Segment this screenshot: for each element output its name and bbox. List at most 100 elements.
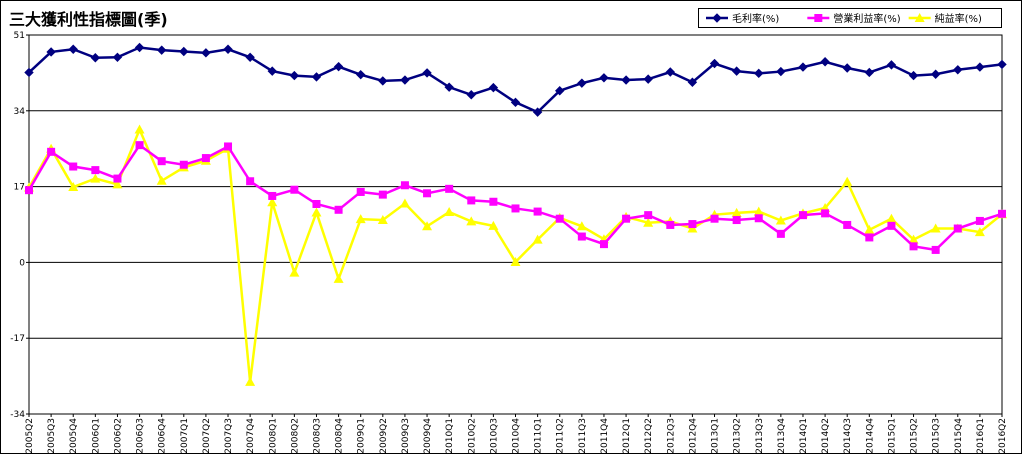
- series-1-point-33: [754, 214, 763, 223]
- series-1-point-16: [378, 190, 387, 199]
- series-2-point-13: [311, 207, 322, 217]
- series-1-point-15: [356, 187, 365, 196]
- x-tick-label-33: 2013Q3: [755, 418, 765, 454]
- series-0-point-37: [842, 63, 852, 73]
- y-tick-label-3: 0: [19, 258, 25, 268]
- x-tick-label-5: 2006Q3: [136, 418, 146, 454]
- series-1-point-11: [268, 191, 277, 200]
- y-tick-label-4: -17: [10, 334, 25, 344]
- series-0-point-41: [930, 69, 941, 79]
- series-2-point-22: [510, 256, 521, 266]
- series-1-point-42: [953, 224, 962, 233]
- legend-label-2: 純益率(%): [935, 12, 982, 25]
- series-0-point-21: [488, 82, 499, 93]
- legend-swatch-marker-1: [814, 14, 823, 22]
- series-2-point-39: [886, 213, 897, 223]
- series-0-point-44: [997, 59, 1007, 70]
- series-1-point-2: [69, 162, 78, 171]
- series-2-point-2: [68, 182, 79, 192]
- x-tick-label-43: 2016Q1: [976, 418, 986, 454]
- series-0-point-10: [245, 52, 255, 63]
- series-1-point-21: [489, 197, 498, 206]
- x-tick-label-24: 2011Q2: [556, 418, 566, 454]
- x-tick-label-18: 2009Q4: [423, 418, 433, 454]
- x-tick-label-32: 2013Q2: [733, 418, 743, 454]
- series-1-point-20: [467, 196, 476, 205]
- series-2-point-25: [576, 221, 587, 231]
- x-tick-label-26: 2011Q4: [600, 418, 610, 454]
- x-tick-label-20: 2010Q2: [467, 418, 477, 454]
- series-1-point-29: [666, 220, 675, 229]
- x-tick-label-23: 2011Q1: [534, 418, 544, 454]
- x-tick-label-40: 2015Q2: [910, 418, 920, 454]
- series-0-point-22: [510, 97, 521, 108]
- series-0-point-33: [754, 68, 764, 79]
- series-0-point-24: [555, 86, 565, 96]
- legend-swatch-marker-2: [914, 13, 925, 22]
- series-2-point-28: [643, 217, 654, 227]
- series-1-point-44: [998, 209, 1006, 218]
- series-1-point-35: [798, 211, 807, 220]
- series-2-point-12: [289, 267, 300, 277]
- x-tick-label-34: 2013Q4: [777, 418, 787, 454]
- series-2-point-10: [245, 376, 256, 386]
- x-tick-label-15: 2009Q1: [357, 418, 367, 454]
- x-tick-label-27: 2012Q1: [622, 418, 632, 454]
- series-1-point-5: [135, 141, 144, 150]
- series-0-point-27: [621, 75, 631, 85]
- series-1-point-37: [843, 220, 852, 229]
- x-tick-label-44: 2016Q2: [998, 418, 1008, 454]
- x-tick-label-7: 2007Q1: [180, 418, 190, 454]
- x-tick-label-6: 2006Q4: [158, 418, 168, 454]
- x-tick-label-13: 2008Q3: [312, 418, 322, 454]
- x-tick-label-11: 2008Q1: [268, 418, 278, 454]
- series-0-point-17: [400, 75, 410, 85]
- series-2-point-43: [974, 227, 985, 237]
- y-tick-label-0: 51: [14, 31, 25, 41]
- series-1-point-23: [533, 207, 542, 216]
- series-0-point-12: [289, 70, 300, 81]
- series-2-point-40: [908, 234, 919, 244]
- series-2-point-3: [90, 173, 101, 183]
- series-1-point-36: [821, 209, 830, 218]
- x-tick-label-4: 2006Q2: [113, 418, 123, 454]
- x-tick-label-8: 2007Q2: [202, 418, 212, 454]
- series-1-point-39: [887, 221, 896, 230]
- series-1-point-24: [555, 214, 564, 223]
- series-2-point-18: [422, 221, 433, 231]
- series-0-point-31: [709, 58, 720, 69]
- series-0-point-36: [820, 57, 830, 67]
- series-2-point-41: [930, 223, 941, 233]
- series-1-point-17: [400, 181, 409, 190]
- series-0-point-28: [643, 74, 653, 84]
- series-0-point-42: [953, 65, 963, 75]
- series-1-point-14: [334, 205, 343, 214]
- x-tick-label-42: 2015Q4: [954, 418, 964, 454]
- series-0-point-5: [134, 42, 145, 53]
- series-0-point-2: [68, 44, 78, 54]
- series-2-point-34: [775, 215, 786, 225]
- x-tick-label-25: 2011Q3: [578, 418, 588, 454]
- legend-label-1: 營業利益率(%): [833, 12, 900, 25]
- series-0-point-9: [223, 44, 233, 54]
- series-1-point-43: [975, 216, 984, 225]
- series-0-point-14: [333, 61, 344, 72]
- series-2-point-19: [444, 207, 455, 217]
- series-1-point-40: [909, 242, 918, 251]
- series-1-point-30: [688, 220, 697, 229]
- series-0-point-29: [665, 67, 676, 77]
- x-tick-label-38: 2014Q4: [865, 418, 875, 454]
- series-0-point-16: [378, 76, 388, 86]
- series-2-point-15: [355, 214, 366, 224]
- series-1-point-18: [423, 189, 432, 198]
- legend-swatch-marker-0: [712, 13, 722, 23]
- series-0-point-25: [577, 78, 587, 88]
- series-0-point-34: [776, 66, 786, 77]
- y-tick-label-1: 34: [14, 107, 26, 117]
- x-tick-label-3: 2006Q1: [91, 418, 101, 454]
- series-1-point-41: [931, 245, 940, 254]
- x-tick-label-12: 2008Q2: [290, 418, 300, 454]
- series-0-point-35: [798, 62, 808, 72]
